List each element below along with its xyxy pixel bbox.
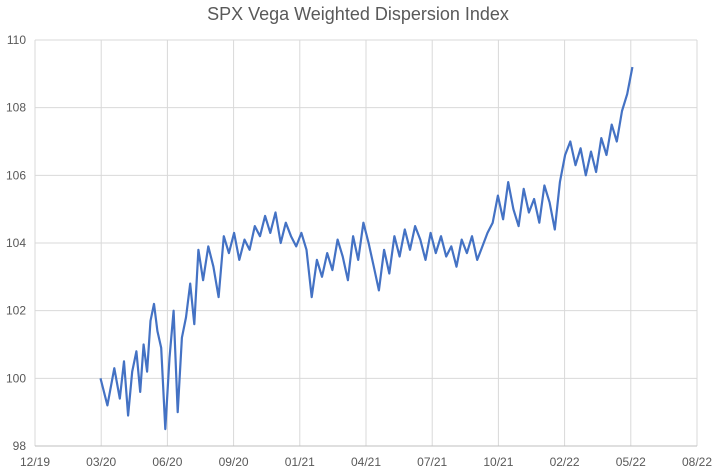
x-tick-label: 04/21 (351, 455, 381, 469)
x-tick-label: 09/20 (219, 455, 249, 469)
series-line (99, 66, 634, 431)
y-tick-label: 110 (7, 33, 26, 47)
y-tick-label: 100 (6, 371, 26, 385)
y-tick-label: 98 (13, 439, 27, 453)
x-tick-label: 06/20 (152, 455, 182, 469)
y-tick-label: 106 (6, 168, 26, 182)
x-tick-label: 03/20 (86, 455, 116, 469)
x-tick-label: 01/21 (285, 455, 315, 469)
x-tick-label: 12/19 (20, 455, 50, 469)
series-layer (99, 66, 634, 431)
x-tick-label: 07/21 (417, 455, 447, 469)
x-tick-label: 02/22 (550, 455, 580, 469)
chart-title: SPX Vega Weighted Dispersion Index (207, 4, 509, 24)
gridlines (34, 39, 698, 447)
x-tick-label: 10/21 (483, 455, 513, 469)
y-tick-label: 102 (6, 304, 26, 318)
y-tick-label: 104 (6, 236, 26, 250)
x-tick-label: 05/22 (616, 455, 646, 469)
y-tick-label: 108 (6, 101, 26, 115)
tick-labels: 98 100 102 104 106 108 110 12/19 03/20 06/20 09/20… (6, 33, 712, 469)
x-tick-label: 08/22 (682, 455, 712, 469)
